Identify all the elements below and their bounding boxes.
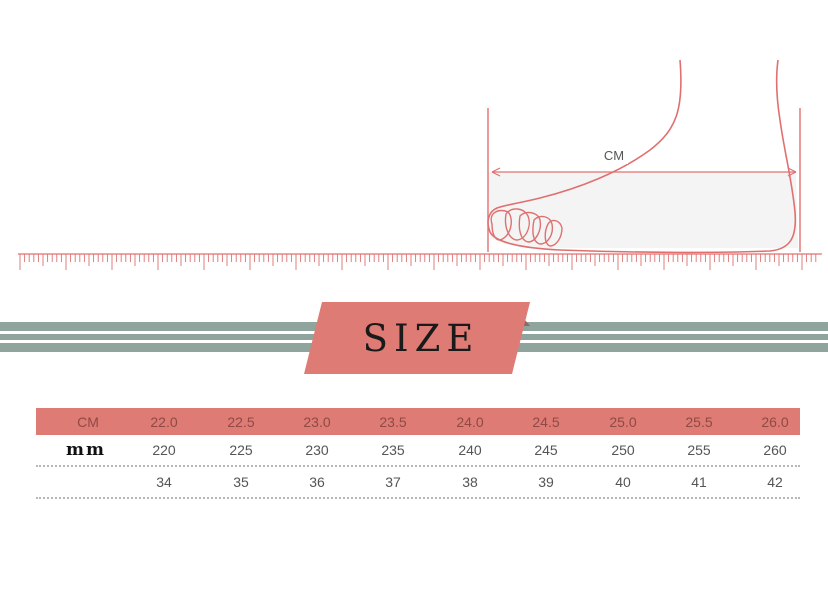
eu-cell: 39 — [538, 474, 554, 490]
toes — [490, 208, 563, 247]
eu-cell: 37 — [385, 474, 401, 490]
eu-cell: 35 — [233, 474, 249, 490]
foot-outline — [487, 59, 797, 254]
eu-cell: 42 — [767, 474, 783, 490]
eu-cell: 34 — [156, 474, 172, 490]
eu-cell: 40 — [615, 474, 631, 490]
mm-cell: 220 — [152, 442, 176, 458]
eu-cell: 41 — [691, 474, 707, 490]
mm-row-label: mm — [66, 440, 106, 460]
ruler — [18, 253, 822, 270]
cm-cell: 26.0 — [761, 413, 789, 430]
size-banner — [304, 302, 532, 374]
cm-cell: 25.5 — [685, 413, 713, 430]
mm-cell: 260 — [763, 442, 787, 458]
cm-row: CM 22.0 22.5 23.0 23.5 24.0 24.5 25.0 25… — [36, 408, 800, 435]
mm-cell: 255 — [687, 442, 711, 458]
foot-shape — [488, 172, 798, 248]
cm-cell: 24.5 — [532, 413, 560, 430]
mm-cell: 230 — [305, 442, 329, 458]
size-title: SIZE — [362, 316, 480, 360]
cm-cell: 22.5 — [227, 413, 255, 430]
cm-cell: 23.5 — [379, 413, 407, 430]
mm-cell: 225 — [229, 442, 253, 458]
mm-row: mm 220 225 230 235 240 245 250 255 260 — [36, 435, 800, 467]
unit-label: CM — [604, 148, 624, 163]
eu-row-label — [36, 467, 136, 497]
cm-cell: 22.0 — [150, 413, 178, 430]
eu-cell: 36 — [309, 474, 325, 490]
size-table: CM 22.0 22.5 23.0 23.5 24.0 24.5 25.0 25… — [36, 408, 800, 499]
cm-row-label: CM — [77, 413, 99, 430]
mm-cell: 235 — [381, 442, 405, 458]
cm-cell: 23.0 — [303, 413, 331, 430]
cm-cell: 25.0 — [609, 413, 637, 430]
cm-cell: 24.0 — [456, 413, 484, 430]
arrow-right-head — [787, 167, 797, 177]
foot-measure-illustration: CM — [18, 59, 822, 270]
mm-cell: 245 — [534, 442, 558, 458]
eu-size-row: 34 35 36 37 38 39 40 41 42 — [36, 467, 800, 499]
eu-cell: 38 — [462, 474, 478, 490]
arrow-left-head — [491, 167, 501, 177]
mm-cell: 240 — [458, 442, 482, 458]
mm-cell: 250 — [611, 442, 635, 458]
